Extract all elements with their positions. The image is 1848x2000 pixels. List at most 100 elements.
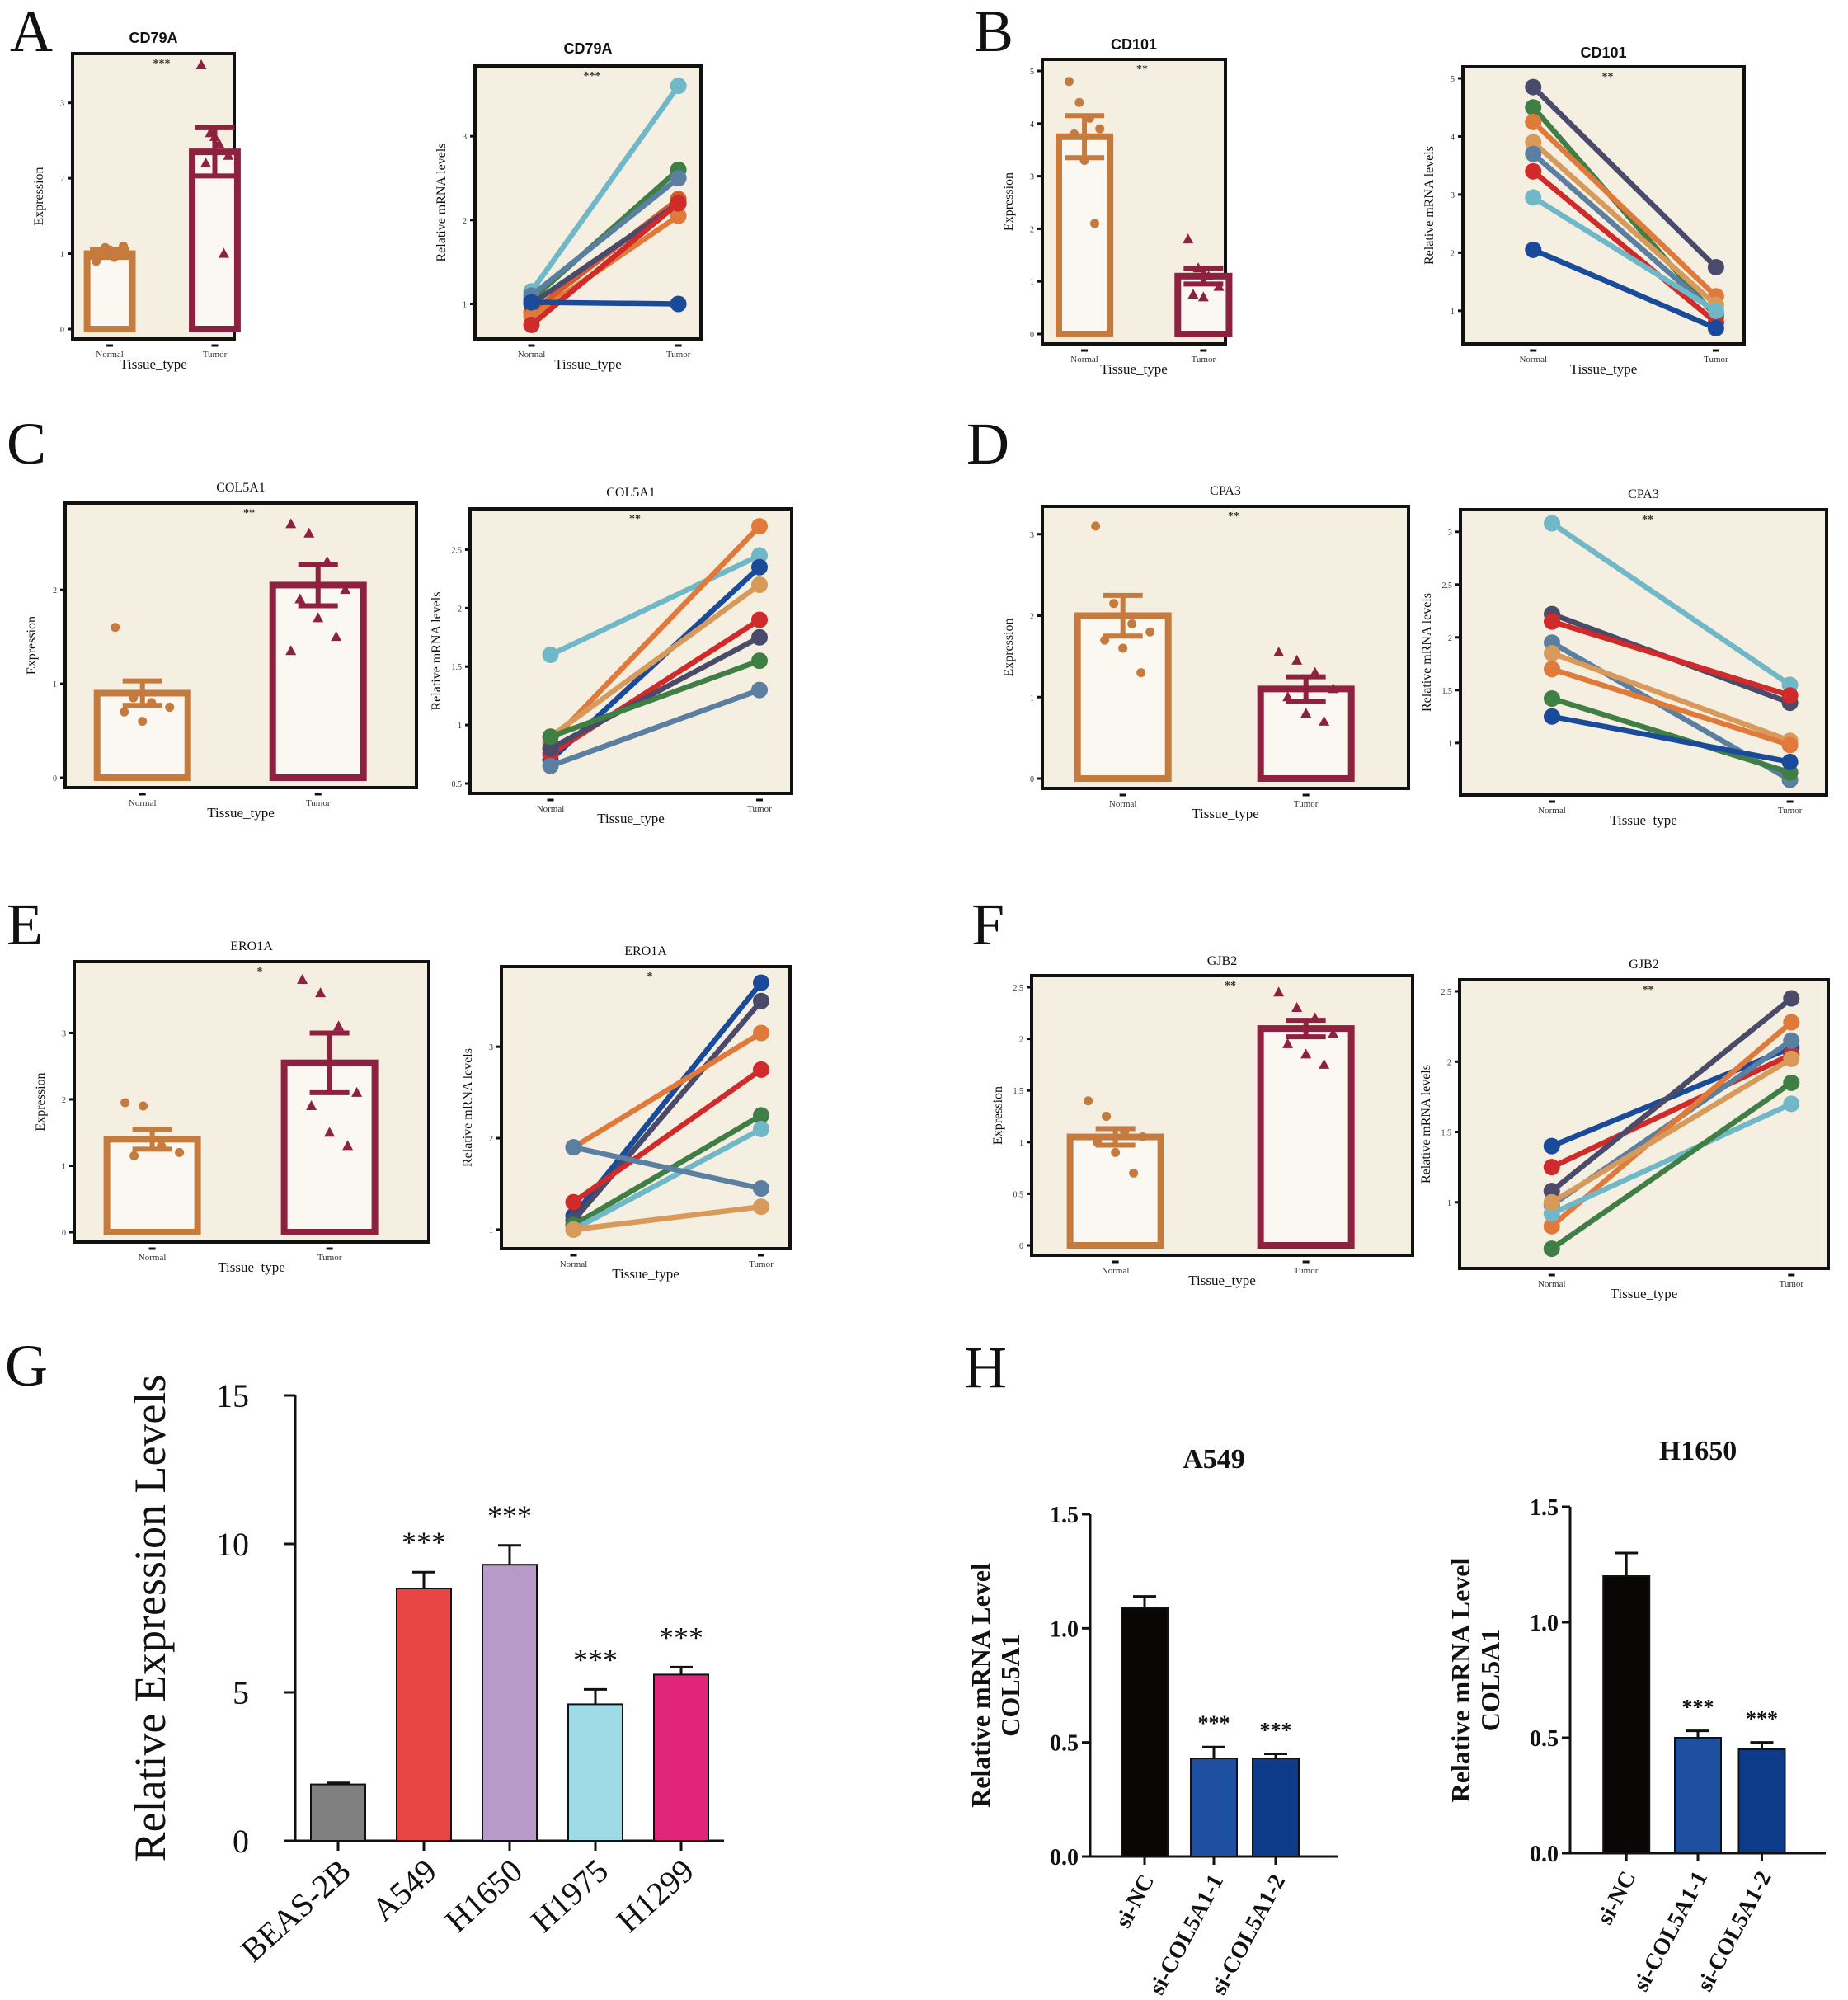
series-point: [542, 647, 559, 664]
y-tick-label: 2: [53, 586, 57, 595]
series-point: [1783, 990, 1800, 1007]
panel-letter-A: A: [10, 0, 53, 64]
significance-label: ***: [584, 70, 601, 82]
series-point: [751, 558, 768, 576]
x-tick-label-tumor: Tumor: [749, 1259, 774, 1269]
data-point-tumor: [322, 555, 333, 566]
y-tick-label: 3: [1030, 531, 1034, 540]
data-point-normal: [1079, 155, 1089, 165]
title-C2: COL5A1: [606, 486, 656, 500]
bar: [1190, 1758, 1238, 1858]
y-tick-label: 3: [1451, 191, 1455, 200]
y-tick-label: 1.5: [1441, 1129, 1452, 1138]
data-point-normal: [114, 249, 124, 259]
significance-label: ***: [153, 58, 171, 70]
significance-label: ***: [1260, 1719, 1292, 1743]
y-tick-label: 2: [489, 1135, 493, 1144]
y-tick-label: 5: [1451, 75, 1455, 84]
panel-letter-B: B: [974, 0, 1013, 64]
bar-normal: [83, 250, 136, 333]
panel-D1: 0 1 2 3 CPA3 ** Expression Tissue_type Normal Tum…: [1002, 484, 1410, 821]
y-tick-label: 0.0: [1530, 1842, 1559, 1867]
y-tick-label: 0.5: [1050, 1731, 1079, 1757]
series-point: [565, 1221, 582, 1238]
data-point-normal: [1089, 219, 1099, 228]
title-E1: ERO1A: [230, 939, 273, 953]
data-point-tumor: [1203, 270, 1215, 280]
series-line: [1531, 247, 1718, 331]
y-axis-label: Expression: [991, 1086, 1005, 1145]
data-point-tumor: [195, 59, 207, 69]
series-point: [1544, 708, 1560, 725]
y-tick-label: 1: [489, 1226, 493, 1235]
series-point: [751, 576, 768, 593]
title-D1: CPA3: [1210, 484, 1241, 498]
significance-label: ***: [1746, 1707, 1778, 1731]
significance-label: **: [1136, 64, 1148, 76]
y-axis-label: Relative mRNA levels: [430, 592, 444, 711]
series-point: [753, 1024, 769, 1042]
series-point: [1525, 134, 1542, 151]
series-point: [1525, 145, 1542, 162]
title-F2: GJB2: [1629, 958, 1658, 972]
series-point: [753, 974, 769, 991]
series-line: [1549, 995, 1794, 1193]
series-line: [1550, 650, 1791, 744]
panel-letter-F: F: [971, 892, 1004, 958]
y-tick-label: 0: [53, 774, 57, 784]
bar: [482, 1564, 538, 1842]
x-tick-label-tumor: Tumor: [1778, 806, 1803, 816]
x-axis-label: Tissue_type: [120, 356, 187, 372]
series-line: [549, 687, 761, 769]
x-tick-label-normal: Normal: [139, 1253, 167, 1263]
data-point-tumor: [1282, 691, 1294, 702]
significance-label: **: [243, 507, 255, 520]
x-tick-label: A549: [364, 1852, 444, 1928]
series-line: [1551, 619, 1791, 699]
data-point-tumor: [285, 518, 297, 529]
x-tick-label-normal: Normal: [560, 1259, 588, 1269]
y-tick-label: 2: [1030, 613, 1034, 622]
x-axis-label: Tissue_type: [1611, 1286, 1678, 1301]
series-point: [1543, 1137, 1560, 1155]
data-point-tumor: [1192, 262, 1204, 273]
y-tick-label: 2.5: [1442, 581, 1453, 591]
y-axis-label: Relative mRNA levels: [1422, 146, 1437, 265]
x-tick-label-tumor: Tumor: [1192, 355, 1216, 365]
series-line: [531, 299, 679, 307]
y-tick-label: 1: [1451, 308, 1455, 317]
data-point-normal: [1074, 97, 1084, 107]
data-point-normal: [1138, 1132, 1148, 1142]
y-tick-label: 0: [60, 326, 64, 335]
series-point: [753, 1061, 769, 1078]
title-A2: CD79A: [563, 40, 612, 57]
data-point-normal: [1102, 1112, 1112, 1121]
y-tick-label: 2: [458, 605, 462, 614]
bar: [653, 1673, 709, 1842]
title-B2: CD101: [1580, 45, 1626, 61]
series-point: [751, 518, 768, 535]
data-point-normal: [1136, 668, 1146, 678]
x-tick-label-tumor: Tumor: [1294, 1266, 1319, 1276]
series-point: [1544, 661, 1560, 678]
series-line: [571, 1030, 763, 1150]
data-point-tumor: [294, 593, 306, 604]
series-point: [1544, 690, 1560, 708]
y-axis-label: Expression: [34, 1072, 48, 1131]
panel-F1: 0 0.5 1 1.5 2 2.5 GJB2 ** Expression Tissue_type N…: [991, 954, 1414, 1288]
x-axis-label: Tissue_type: [612, 1266, 679, 1282]
series-point: [670, 170, 687, 186]
y-tick-label: 2: [1447, 1058, 1451, 1067]
series-line: [1531, 120, 1719, 299]
data-point-tumor: [218, 247, 229, 258]
y-tick-label: 2.5: [1013, 984, 1024, 993]
series-point: [1544, 515, 1560, 532]
series-point: [1543, 1193, 1560, 1211]
data-point-normal: [147, 698, 157, 708]
y-axis-label: Relative Expression Levels: [125, 1375, 175, 1862]
series-line: [1549, 1020, 1794, 1229]
plot-area-E2: [500, 965, 792, 1250]
y-tick-label: 3: [62, 1029, 66, 1038]
data-point-tumor: [315, 987, 327, 998]
x-tick-label-normal: Normal: [129, 798, 157, 808]
